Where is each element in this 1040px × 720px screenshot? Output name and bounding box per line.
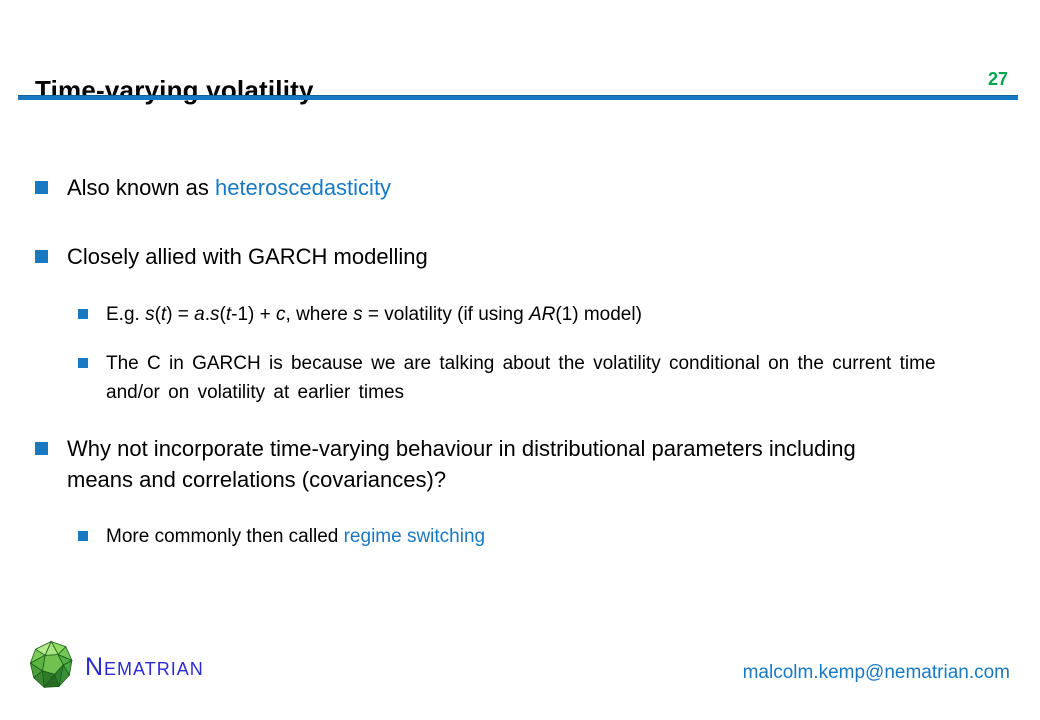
text-segment: (: [154, 304, 161, 325]
text-segment: c: [276, 304, 286, 325]
text-segment: s: [210, 304, 220, 325]
bullet-list: Also known as heteroscedasticity Closely …: [35, 172, 997, 551]
title-divider: [18, 95, 1018, 100]
text-segment: AR: [528, 304, 556, 325]
page-number: 27: [987, 69, 1008, 89]
text-segment: Why not incorporate time-varying behavio…: [67, 436, 856, 492]
inline-link[interactable]: heteroscedasticity: [214, 175, 392, 200]
text-segment: ) =: [166, 304, 195, 325]
text-segment: , where: [285, 304, 354, 325]
text-segment: Closely allied with GARCH modelling: [67, 244, 428, 269]
bullet-text: More commonly then called regime switchi…: [106, 526, 485, 547]
text-segment: t: [225, 304, 232, 325]
bullet-text: Why not incorporate time-varying behavio…: [67, 436, 856, 492]
text-segment: .: [204, 304, 211, 325]
bullet-item: Closely allied with GARCH modelling: [35, 241, 997, 272]
text-segment: s: [145, 304, 155, 325]
bullet-marker-icon: [78, 309, 88, 319]
inline-link[interactable]: regime switching: [343, 526, 486, 547]
text-segment: -1) +: [231, 304, 277, 325]
bullet-item: Also known as heteroscedasticity: [35, 172, 997, 203]
contact-email[interactable]: malcolm.kemp@nematrian.com: [742, 662, 1010, 683]
text-segment: = volatility (if using: [362, 304, 529, 325]
logo-text: Nematrian: [85, 652, 204, 681]
text-segment: The C in GARCH is because we are talking…: [106, 353, 936, 403]
text-segment: (: [219, 304, 226, 325]
text-segment: t: [160, 304, 167, 325]
page-title: Time-varying volatility: [35, 75, 314, 106]
text-segment: Also known as: [67, 175, 215, 200]
bullet-marker-icon: [78, 358, 88, 368]
bullet-marker-icon: [78, 531, 88, 541]
bullet-text: Also known as heteroscedasticity: [67, 175, 391, 200]
bullet-text: E.g. s(t) = a.s(t-1) + c, where s = vola…: [106, 304, 642, 325]
bullet-item: Why not incorporate time-varying behavio…: [35, 433, 882, 495]
sub-bullet-item: E.g. s(t) = a.s(t-1) + c, where s = vola…: [35, 300, 997, 329]
bullet-text: Closely allied with GARCH modelling: [67, 244, 428, 269]
geodesic-sphere-icon: [29, 641, 73, 688]
text-segment: More commonly then called: [106, 526, 344, 547]
text-segment: s: [353, 304, 363, 325]
sub-bullet-item: More commonly then called regime switchi…: [35, 522, 997, 551]
bullet-marker-icon: [35, 250, 48, 263]
bullet-marker-icon: [35, 181, 48, 194]
text-segment: E.g.: [106, 304, 146, 325]
sub-bullet-item: The C in GARCH is because we are talking…: [35, 349, 951, 407]
bullet-marker-icon: [35, 442, 48, 455]
nematrian-logo[interactable]: Nematrian: [26, 634, 204, 694]
text-segment: (1) model): [555, 304, 642, 325]
bullet-text: The C in GARCH is because we are talking…: [106, 353, 936, 403]
text-segment: a: [194, 304, 205, 325]
